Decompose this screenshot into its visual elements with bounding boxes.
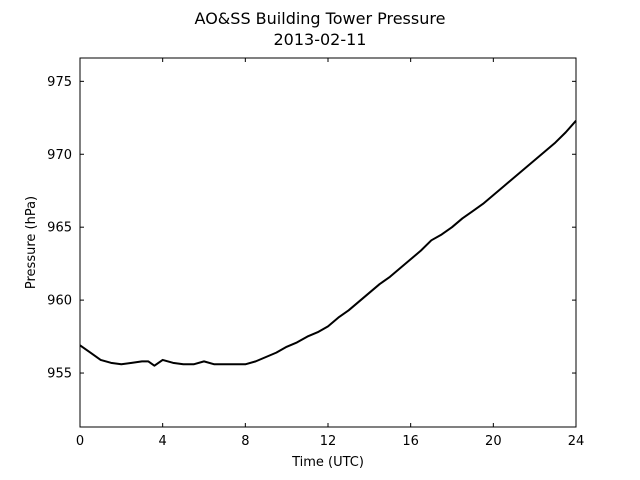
y-tick-label: 970 xyxy=(47,148,72,163)
chart-subtitle: 2013-02-11 xyxy=(274,30,367,49)
x-tick-label: 0 xyxy=(76,434,84,449)
y-tick-label: 965 xyxy=(47,221,72,236)
plot-frame xyxy=(79,57,577,428)
series-layer xyxy=(79,120,577,367)
x-tick-label: 4 xyxy=(159,434,167,449)
y-tick-label: 955 xyxy=(47,367,72,382)
y-tick-label: 960 xyxy=(47,294,72,309)
x-tick-label: 8 xyxy=(241,434,249,449)
y-axis-label: Pressure (hPa) xyxy=(24,196,39,289)
x-tick-label: 20 xyxy=(485,434,502,449)
plot-area xyxy=(80,58,576,427)
x-axis-label: Time (UTC) xyxy=(291,455,364,470)
x-tick-label: 12 xyxy=(320,434,337,449)
x-tick-label: 24 xyxy=(568,434,585,449)
y-tick-label: 975 xyxy=(47,75,72,90)
x-tick-label: 16 xyxy=(402,434,419,449)
tick-layer: 0 4 8 12 16 20 24 955 960 965 970 975 xyxy=(47,58,584,449)
pressure-series-line xyxy=(79,120,577,367)
chart-title: AO&SS Building Tower Pressure xyxy=(195,9,446,28)
